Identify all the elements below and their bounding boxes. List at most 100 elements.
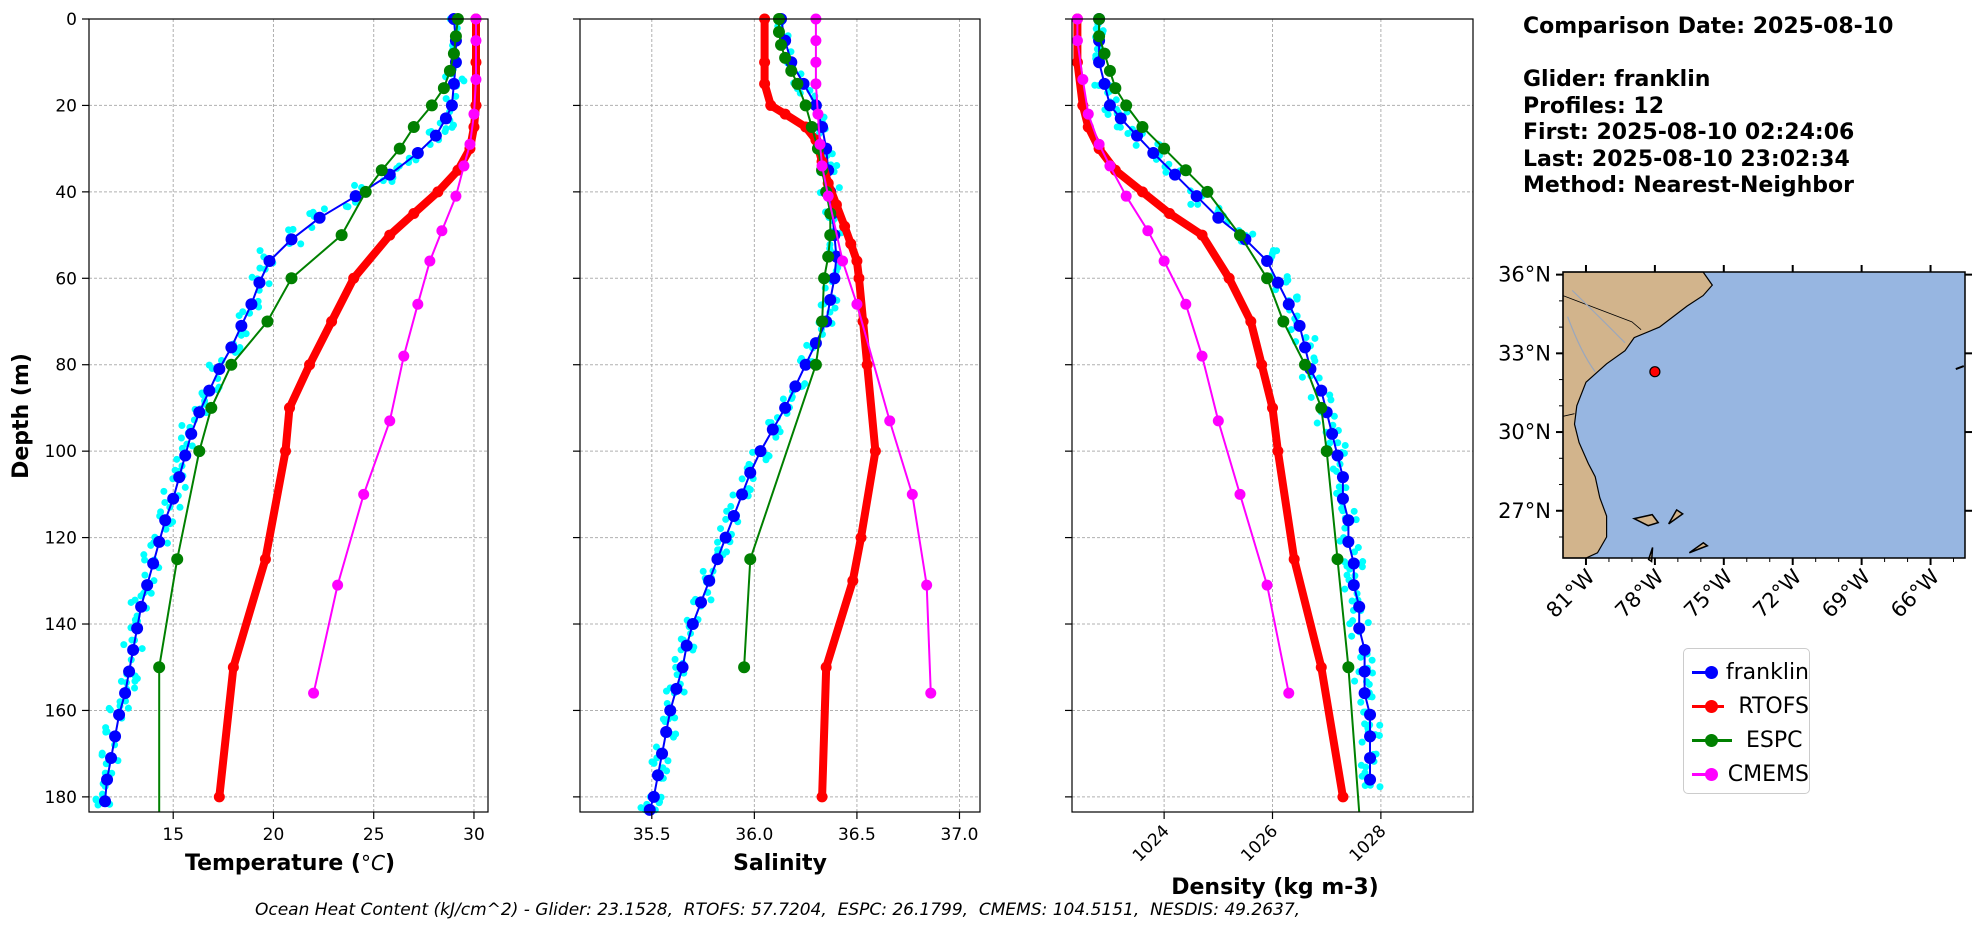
legend-swatch <box>1692 764 1718 784</box>
glider-profile-point <box>1311 357 1319 365</box>
glider-profile-point <box>729 491 737 499</box>
series-point-cmems <box>1082 108 1094 120</box>
x-tick-label: 36.5 <box>838 825 876 845</box>
series-point-franklin <box>711 553 724 566</box>
series-point-franklin <box>213 363 226 376</box>
series-point-cmems <box>1234 488 1246 500</box>
salinity-axis-label: Salinity <box>733 851 827 876</box>
series-point-franklin <box>235 319 248 332</box>
glider-profile-point <box>714 538 722 546</box>
depth-axis-label: Depth (m) <box>9 353 34 479</box>
series-point-franklin <box>754 445 767 458</box>
series-point-franklin <box>285 233 298 246</box>
series-point-cmems <box>464 138 476 150</box>
series-point-espc <box>1179 164 1192 177</box>
series-point-espc <box>809 358 822 371</box>
series-point-cmems <box>921 579 933 591</box>
glider-profile-point <box>1350 507 1358 515</box>
glider-profile-point <box>188 442 196 450</box>
series-point-espc <box>1158 142 1171 155</box>
series-point-rtofs <box>1315 661 1327 673</box>
lat-label: 36°N <box>1498 263 1551 287</box>
series-point-cmems <box>412 298 424 310</box>
series-point-rtofs <box>853 272 865 284</box>
series-point-rtofs <box>855 532 867 544</box>
series-point-franklin <box>744 466 757 479</box>
series-point-franklin <box>1103 99 1116 112</box>
series-point-rtofs <box>1223 272 1235 284</box>
series-point-franklin <box>703 574 716 587</box>
glider-profile-point <box>673 671 681 679</box>
glider-profile-point <box>727 502 735 510</box>
glider-profile-point <box>452 92 460 100</box>
series-point-franklin <box>824 293 837 306</box>
glider-profile-point <box>131 677 139 685</box>
ocean-heat-content-footer: Ocean Heat Content (kJ/cm^2) - Glider: 2… <box>255 900 1301 920</box>
series-point-cmems <box>814 138 826 150</box>
series-point-cmems <box>332 579 344 591</box>
lon-label: 78°W <box>1610 564 1668 622</box>
series-point-espc <box>335 229 348 242</box>
series-point-cmems <box>810 35 822 47</box>
glider-profile-point <box>803 341 811 349</box>
bermuda-island <box>1955 365 1965 371</box>
series-point-espc <box>816 315 829 328</box>
series-point-rtofs <box>213 791 225 803</box>
series-point-rtofs <box>384 229 396 241</box>
series-point-espc <box>779 51 792 64</box>
glider-profile-point <box>1330 412 1338 420</box>
glider-profile-point <box>1302 334 1310 342</box>
glider-profile-point <box>1357 761 1365 769</box>
series-point-rtofs <box>408 207 420 219</box>
glider-profile-point <box>652 743 660 751</box>
glider-profile-point <box>1292 293 1300 301</box>
series-point-rtofs <box>765 99 777 111</box>
glider-profile-point <box>1287 326 1295 334</box>
glider-profile-point <box>671 655 679 663</box>
series-point-espc <box>1299 358 1312 371</box>
glider-profile-point <box>1315 374 1323 382</box>
series-point-franklin <box>651 769 664 782</box>
series-point-franklin <box>349 190 362 203</box>
series-point-franklin <box>1342 535 1355 548</box>
series-point-franklin <box>789 380 802 393</box>
x-tick-label: 37.0 <box>941 825 979 845</box>
glider-profile-point <box>1368 656 1376 664</box>
series-point-rtofs <box>759 78 771 90</box>
series-point-cmems <box>468 108 480 120</box>
glider-profile-point <box>1284 276 1292 284</box>
series-point-rtofs <box>851 255 863 267</box>
series-point-rtofs <box>279 445 291 457</box>
legend-item-franklin: franklin <box>1692 655 1809 689</box>
glider-profile-point <box>1359 558 1367 566</box>
series-point-rtofs <box>432 186 444 198</box>
series-point-franklin <box>113 708 126 721</box>
series-point-franklin <box>123 665 136 678</box>
legend-label: franklin <box>1725 659 1809 685</box>
series-point-franklin <box>1326 427 1339 440</box>
series-point-franklin <box>141 579 154 592</box>
glider-profile-point <box>1091 81 1099 89</box>
series-point-franklin <box>1358 665 1371 678</box>
series-point-espc <box>407 121 420 134</box>
series-point-espc <box>1277 315 1290 328</box>
series-point-espc <box>193 445 206 458</box>
series-point-rtofs <box>869 445 881 457</box>
series-point-rtofs <box>1288 553 1300 565</box>
glider-profile-point <box>1326 439 1334 447</box>
glider-profile-point <box>1194 200 1202 208</box>
series-point-franklin <box>736 488 749 501</box>
series-point-cmems <box>458 160 470 172</box>
glider-profile-point <box>772 433 780 441</box>
series-point-franklin <box>313 211 326 224</box>
first-profile-time: First: 2025-08-10 02:24:06 <box>1523 120 1855 145</box>
series-point-rtofs <box>845 238 857 250</box>
series-point-franklin <box>1315 384 1328 397</box>
series-point-espc <box>425 99 438 112</box>
glider-profile-point <box>1354 544 1362 552</box>
profile-count: Profiles: 12 <box>1523 93 1665 119</box>
series-point-cmems <box>1142 225 1154 237</box>
glider-profile-point <box>749 448 757 456</box>
glider-profile-point <box>441 128 449 136</box>
glider-profile-point <box>648 758 656 766</box>
